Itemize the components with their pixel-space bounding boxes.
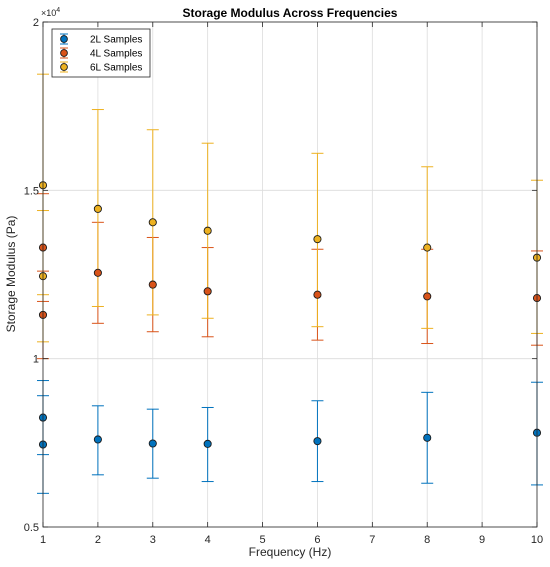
legend-label-2: 4L Samples bbox=[90, 49, 142, 60]
legend: 2L Samples 4L Samples 6L Samples bbox=[51, 28, 151, 78]
data-point-series-1 bbox=[203, 439, 212, 448]
plot-frame bbox=[42, 21, 538, 528]
x-tick-label: 4 bbox=[205, 534, 211, 546]
y-axis-label: Storage Modulus (Pa) bbox=[4, 216, 18, 333]
y-tick-label: 1 bbox=[33, 354, 39, 366]
x-ticks: 1 2 3 4 5 6 7 8 9 10 bbox=[40, 22, 543, 546]
x-tick-label: 1 bbox=[40, 534, 46, 546]
legend-box bbox=[51, 28, 151, 78]
legend-marker-2 bbox=[60, 49, 68, 57]
y-exponent: ×104 bbox=[41, 7, 60, 18]
plot-area bbox=[43, 22, 537, 527]
y-tick-label: 0.5 bbox=[24, 522, 39, 534]
data-point-series-1 bbox=[93, 435, 102, 444]
y-tick-label: 1.5 bbox=[24, 185, 39, 197]
data-point-series-2 bbox=[93, 268, 102, 277]
chart-title: Storage Modulus Across Frequencies bbox=[183, 6, 398, 20]
data-point-series-3 bbox=[148, 218, 157, 227]
data-point-series-2 bbox=[203, 287, 212, 296]
x-tick-label: 10 bbox=[531, 534, 543, 546]
legend-label-3: 6L Samples bbox=[90, 63, 142, 74]
data-point-series-1 bbox=[148, 439, 157, 448]
data-markers bbox=[38, 181, 542, 449]
legend-marker-3 bbox=[60, 63, 68, 71]
x-tick-label: 2 bbox=[95, 534, 101, 546]
legend-label-1: 2L Samples bbox=[90, 35, 142, 46]
data-point-series-3 bbox=[313, 235, 322, 244]
x-tick-label: 7 bbox=[369, 534, 375, 546]
x-tick-label: 9 bbox=[479, 534, 485, 546]
data-point-series-3 bbox=[93, 204, 102, 213]
x-tick-label: 8 bbox=[424, 534, 430, 546]
data-point-series-2 bbox=[423, 292, 432, 301]
data-point-series-3 bbox=[203, 226, 212, 235]
x-tick-label: 5 bbox=[259, 534, 265, 546]
y-tick-label: 2 bbox=[33, 17, 39, 29]
data-point-series-2 bbox=[313, 290, 322, 299]
y-exponent-power: 4 bbox=[56, 7, 60, 14]
y-exponent-base: ×10 bbox=[41, 8, 56, 18]
data-point-series-1 bbox=[423, 433, 432, 442]
data-point-series-3 bbox=[423, 243, 432, 252]
x-tick-label: 3 bbox=[150, 534, 156, 546]
y-ticks: 0.5 1 1.5 2 bbox=[24, 17, 537, 534]
x-tick-label: 6 bbox=[314, 534, 320, 546]
data-point-series-2 bbox=[148, 280, 157, 289]
x-axis-label: Frequency (Hz) bbox=[249, 545, 332, 559]
data-point-series-1 bbox=[313, 437, 322, 446]
legend-marker-1 bbox=[60, 35, 68, 43]
